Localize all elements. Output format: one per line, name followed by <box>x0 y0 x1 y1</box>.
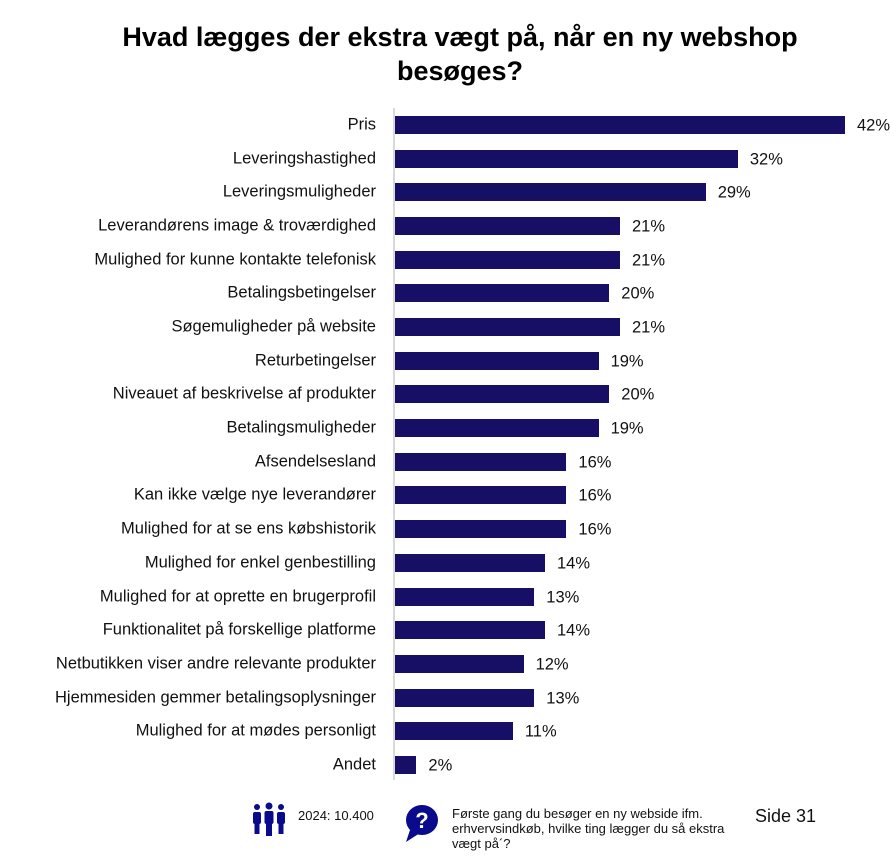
data-label: 16% <box>578 486 612 505</box>
bar <box>395 284 610 303</box>
category-label: Mulighed for at oprette en brugerprofil <box>99 587 376 606</box>
category-label: Mulighed for at se ens købshistorik <box>121 519 376 538</box>
data-label: 42% <box>857 116 890 135</box>
category-label: Andet <box>332 755 376 774</box>
bar <box>395 351 599 370</box>
survey-question: Første gang du besøger en ny webside ifm… <box>452 806 725 851</box>
category-label: Pris <box>347 115 376 134</box>
data-label: 19% <box>610 419 644 438</box>
data-label: 21% <box>632 251 666 270</box>
bar <box>395 688 535 707</box>
data-label: 21% <box>632 318 666 337</box>
data-label: 21% <box>632 217 666 236</box>
category-label: Betalingsbetingelser <box>227 283 376 302</box>
data-label: 19% <box>610 352 644 371</box>
category-label: Hjemmesiden gemmer betalingsoplysninger <box>55 688 376 707</box>
bar <box>395 553 545 572</box>
data-label: 12% <box>535 655 569 674</box>
data-label: 32% <box>749 150 783 169</box>
category-label: Søgemuligheder på website <box>171 317 376 336</box>
question-icon: ? <box>406 805 438 842</box>
category-label: Leverandørens image & troværdighed <box>98 216 376 235</box>
bar <box>395 250 620 269</box>
data-label: 13% <box>546 689 580 708</box>
category-label: Afsendelsesland <box>254 452 376 471</box>
data-label: 29% <box>717 183 751 202</box>
svg-text:?: ? <box>415 808 428 833</box>
data-label: 20% <box>621 284 655 303</box>
bar <box>395 217 620 236</box>
category-label: Kan ikke vælge nye leverandører <box>133 485 376 504</box>
data-label: 14% <box>557 621 591 640</box>
data-label: 13% <box>546 588 580 607</box>
data-label: 16% <box>578 520 612 539</box>
category-label: Leveringsmuligheder <box>222 182 376 201</box>
category-label: Netbutikken viser andre relevante produk… <box>55 654 376 673</box>
page-number: Side 31 <box>755 806 817 826</box>
y-axis-line <box>393 108 395 780</box>
bar <box>395 452 567 471</box>
bar <box>395 722 513 741</box>
category-label: Leveringshastighed <box>232 149 376 168</box>
category-label: Mulighed for at mødes personligt <box>135 721 376 740</box>
chart-title: Hvad lægges der ekstra vægt på, når en n… <box>122 22 798 86</box>
bar <box>395 621 545 640</box>
data-label: 16% <box>578 453 612 472</box>
category-label: Funktionalitet på forskellige platforme <box>102 620 376 639</box>
bar <box>395 318 620 337</box>
data-label: 14% <box>557 554 591 573</box>
sample-size: 2024: 10.400 <box>298 808 374 823</box>
bar <box>395 385 610 404</box>
bar <box>395 149 738 168</box>
bar <box>395 116 845 134</box>
bar <box>395 587 535 606</box>
data-label: 20% <box>621 385 655 404</box>
category-label: Niveauet af beskrivelse af produkter <box>112 384 376 403</box>
bar <box>395 755 417 774</box>
bar <box>395 183 706 202</box>
bar <box>395 419 599 438</box>
category-label: Mulighed for enkel genbestilling <box>144 553 376 572</box>
data-label: 2% <box>428 756 453 775</box>
category-label: Betalingsmuligheder <box>226 418 376 437</box>
bar <box>395 486 567 505</box>
bar <box>395 520 567 539</box>
category-label: Returbetingelser <box>254 351 376 370</box>
people-icon <box>253 802 285 836</box>
bar <box>395 654 524 673</box>
data-label: 11% <box>524 722 557 741</box>
category-label: Mulighed for kunne kontakte telefonisk <box>94 250 376 269</box>
